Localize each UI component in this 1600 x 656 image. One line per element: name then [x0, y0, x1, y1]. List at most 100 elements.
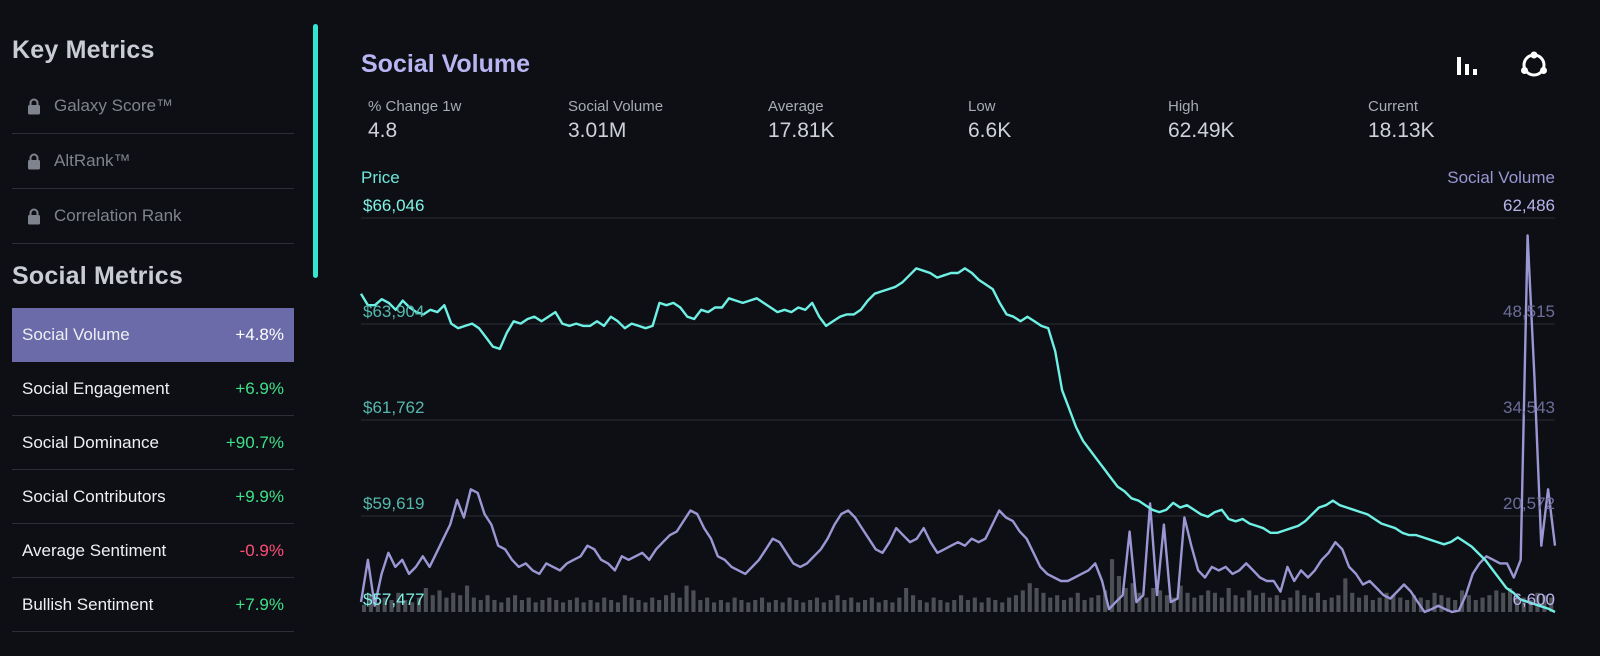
volume-bar	[513, 595, 518, 612]
volume-bar	[629, 597, 634, 612]
volume-bar	[588, 600, 593, 612]
sidebar-item-label: Average Sentiment	[22, 540, 167, 560]
volume-bar	[396, 592, 401, 612]
volume-bar	[863, 600, 868, 612]
volume-bar	[1103, 590, 1108, 612]
volume-bar	[1446, 597, 1451, 612]
volume-bar	[1212, 592, 1217, 612]
volume-bar	[492, 600, 497, 612]
volume-bar	[1206, 590, 1211, 612]
volume-bar	[945, 602, 950, 612]
price-line	[359, 267, 1556, 614]
scroll-indicator[interactable]	[313, 24, 318, 278]
volume-bar	[416, 597, 421, 612]
sidebar-item-average-sentiment[interactable]: Average Sentiment -0.9%	[12, 524, 294, 578]
volume-bar	[1089, 597, 1094, 612]
volume-bar	[1062, 600, 1067, 612]
volume-bar	[952, 600, 957, 612]
volume-bar	[725, 602, 730, 612]
sidebar-item-galaxy-score[interactable]: Galaxy Score™	[12, 79, 294, 134]
volume-bar	[1144, 597, 1149, 612]
stat-value: 4.8	[368, 119, 398, 142]
sidebar-item-altrank[interactable]: AltRank™	[12, 134, 294, 189]
sidebar-item-bullish-sentiment[interactable]: Bullish Sentiment +7.9%	[12, 578, 294, 632]
volume-bar	[444, 597, 449, 612]
volume-bar	[478, 600, 483, 612]
volume-bar	[938, 600, 943, 612]
right-tick-label: 62,486	[1503, 196, 1555, 215]
volume-bar	[1432, 592, 1437, 612]
volume-bar	[1171, 597, 1176, 612]
volume-bar	[1281, 600, 1286, 612]
volume-bar	[1137, 592, 1142, 612]
volume-bar	[1514, 595, 1519, 612]
volume-bar	[1185, 592, 1190, 612]
sidebar-item-social-engagement[interactable]: Social Engagement +6.9%	[12, 362, 294, 416]
volume-bar	[1123, 588, 1128, 612]
volume-bar	[451, 592, 456, 612]
volume-bar	[519, 600, 524, 612]
volume-bar	[368, 595, 373, 612]
volume-bar	[1199, 595, 1204, 612]
volume-bar	[691, 590, 696, 612]
share-icon[interactable]	[1519, 51, 1549, 84]
volume-bar	[1096, 595, 1101, 612]
stat-label: High	[1168, 98, 1199, 115]
lock-icon	[22, 98, 46, 115]
volume-bar	[1020, 590, 1025, 612]
right-tick-label: 20,572	[1503, 494, 1555, 513]
stat-social-volume: Social Volume 3.01M	[568, 98, 663, 143]
social-metrics-list: Social Volume +4.8% Social Engagement +6…	[12, 308, 294, 632]
sidebar-item-social-contributors[interactable]: Social Contributors +9.9%	[12, 470, 294, 524]
volume-bar	[1192, 597, 1197, 612]
sidebar-item-social-volume[interactable]: Social Volume +4.8%	[12, 308, 294, 362]
volume-bar	[602, 597, 607, 612]
volume-bar	[636, 600, 641, 612]
volume-bar	[979, 602, 984, 612]
volume-bar	[1439, 595, 1444, 612]
sidebar-item-label: AltRank™	[54, 151, 131, 170]
volume-bar	[1473, 600, 1478, 612]
volume-bar	[1411, 595, 1416, 612]
volume-bar	[1521, 597, 1526, 612]
sidebar-item-label: Social Dominance	[22, 432, 160, 452]
volume-bar	[567, 600, 572, 612]
volume-bar	[1528, 600, 1533, 612]
volume-bar	[1034, 588, 1039, 612]
volume-bar	[410, 602, 415, 612]
lock-icon	[22, 153, 46, 170]
volume-bar	[698, 600, 703, 612]
volume-bar	[869, 597, 874, 612]
bar-chart-icon[interactable]	[1455, 53, 1481, 82]
volume-bar	[1158, 590, 1163, 612]
volume-bar	[437, 590, 442, 612]
volume-bar	[1068, 597, 1073, 612]
volume-bar	[1363, 595, 1368, 612]
volume-bar	[1013, 595, 1018, 612]
volume-bar	[1055, 595, 1060, 612]
volume-bar	[1007, 597, 1012, 612]
volume-bar	[1425, 600, 1430, 612]
volume-bar	[1377, 597, 1382, 612]
volume-bar	[1151, 588, 1156, 612]
sidebar-item-correlation-rank[interactable]: Correlation Rank	[12, 189, 294, 244]
volume-bar	[959, 595, 964, 612]
volume-bar	[780, 602, 785, 612]
sidebar-item-label: Correlation Rank	[54, 206, 182, 225]
volume-bar	[1178, 585, 1183, 612]
volume-bar	[1542, 595, 1547, 612]
volume-bar	[1315, 592, 1320, 612]
volume-bar	[650, 597, 655, 612]
volume-bar	[1370, 600, 1375, 612]
volume-bar	[1075, 592, 1080, 612]
volume-bar	[835, 595, 840, 612]
volume-bar	[705, 597, 710, 612]
volume-bar	[615, 602, 620, 612]
volume-bar	[746, 602, 751, 612]
sidebar-item-social-dominance[interactable]: Social Dominance +90.7%	[12, 416, 294, 470]
stat-value: 3.01M	[568, 119, 627, 142]
stat-value: 6.6K	[968, 119, 1012, 142]
volume-bar	[1501, 592, 1506, 612]
volume-bar	[739, 600, 744, 612]
